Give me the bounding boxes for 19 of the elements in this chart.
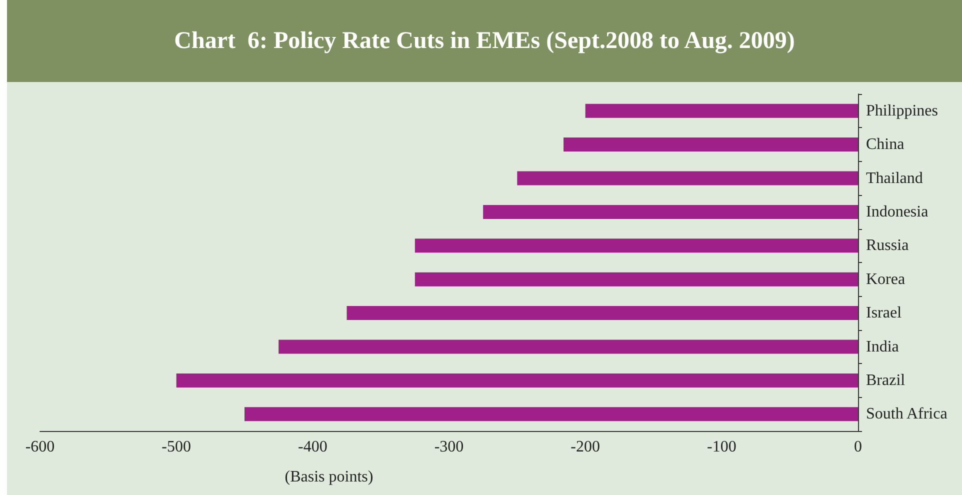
y-tick-label: Russia (866, 237, 909, 254)
y-tick-label: Thailand (866, 170, 923, 187)
y-tick-label: China (866, 136, 904, 154)
y-tick-label: Korea (866, 270, 906, 288)
y-tick-label: South Africa (866, 406, 948, 423)
x-tick-label: 0 (854, 438, 862, 456)
chart-title: Chart 6: Policy Rate Cuts in EMEs (Sept.2008 to Aug. 2009) (7, 0, 962, 82)
y-tick-label: India (866, 338, 899, 356)
x-tick-label: -600 (25, 438, 55, 456)
y-tick-label: Indonesia (866, 203, 928, 220)
y-tick-label: Brazil (866, 372, 906, 389)
y-tick-label: Israel (866, 304, 902, 322)
x-tick-label: -300 (434, 438, 464, 456)
x-tick-label: -200 (570, 438, 600, 456)
x-tick-label: -500 (162, 438, 191, 456)
x-tick-label: -100 (707, 438, 736, 456)
y-tick-label: Philippines (866, 102, 938, 120)
x-axis-title: (Basis points) (284, 468, 374, 486)
x-tick-label: -400 (298, 438, 328, 456)
